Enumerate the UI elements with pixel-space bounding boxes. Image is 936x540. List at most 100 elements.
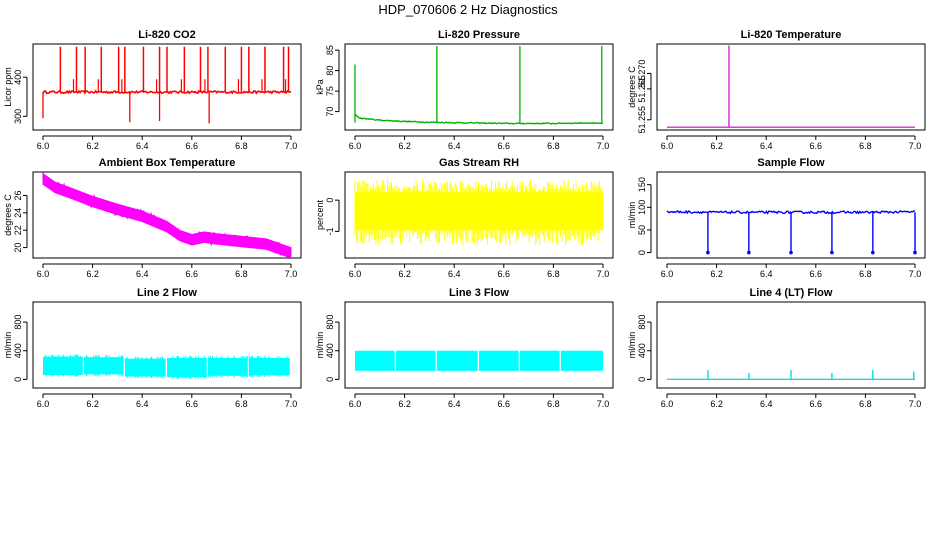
x-tick-label-6-0: 6.0 <box>349 141 362 151</box>
y-axis-label: ml/min <box>627 332 637 359</box>
pressure-series <box>354 113 604 125</box>
x-tick-label-6-6: 6.6 <box>810 269 823 279</box>
y-tick-label-400: 400 <box>13 343 23 358</box>
y-tick-label-70: 70 <box>325 107 335 117</box>
x-tick-label-6-2: 6.2 <box>86 399 99 409</box>
flow-segment-3 <box>479 350 519 371</box>
plot-frame <box>344 301 614 389</box>
y-tick-label-800: 800 <box>325 315 335 330</box>
panel-title: Line 3 Flow <box>449 287 509 299</box>
y-tick-label-100: 100 <box>637 200 647 215</box>
data-marks <box>666 209 917 255</box>
x-tick-label-6-6: 6.6 <box>186 269 199 279</box>
x-tick-label-6-4: 6.4 <box>448 141 461 151</box>
panel-1: Li-820 Pressure 6.0 6.2 6.4 6.6 6.8 7.0 70 75 80 8… <box>315 29 614 151</box>
x-tick-label-6-8: 6.8 <box>235 399 248 409</box>
data-marks <box>42 46 292 124</box>
y-tick-label-22: 22 <box>13 225 23 235</box>
box-temperature-series <box>42 172 292 258</box>
panel-5: Sample Flow 6.0 6.2 6.4 6.6 6.8 7.0 0 50 100 150ml… <box>627 157 926 279</box>
x-tick-label-6-6: 6.6 <box>186 141 199 151</box>
panel-title: Line 4 (LT) Flow <box>750 287 833 299</box>
panel-title: Li-820 Temperature <box>741 29 842 41</box>
x-tick-label-6-2: 6.2 <box>86 269 99 279</box>
y-tick-label-20: 20 <box>13 243 23 253</box>
sample-flow-dip-point-0 <box>706 250 710 255</box>
y-tick-label-150: 150 <box>637 177 647 192</box>
x-tick-label-7-0: 7.0 <box>597 399 610 409</box>
x-tick-label-7-0: 7.0 <box>909 399 922 409</box>
panel-8: Line 4 (LT) Flow 6.0 6.2 6.4 6.6 6.8 7.0 0 400 80… <box>627 287 926 409</box>
figure-title: HDP_070606 2 Hz Diagnostics <box>378 2 558 17</box>
panel-title: Line 2 Flow <box>137 287 197 299</box>
x-tick-label-7-0: 7.0 <box>285 141 298 151</box>
y-axis-label: kPa <box>315 79 325 95</box>
x-tick-label-6-0: 6.0 <box>37 399 50 409</box>
x-tick-label-6-6: 6.6 <box>498 399 511 409</box>
y-tick-label-0: 0 <box>637 250 647 255</box>
x-tick-label-6-0: 6.0 <box>349 269 362 279</box>
plot-frame <box>32 301 302 389</box>
x-tick-label-6-4: 6.4 <box>136 399 149 409</box>
x-tick-label-6-0: 6.0 <box>37 141 50 151</box>
x-tick-label-7-0: 7.0 <box>285 399 298 409</box>
x-tick-label-6-6: 6.6 <box>810 141 823 151</box>
x-tick-label-6-4: 6.4 <box>136 269 149 279</box>
y-tick-label-400: 400 <box>325 343 335 358</box>
plot-frame <box>656 43 926 131</box>
data-marks <box>667 370 915 380</box>
plot-frame <box>32 171 302 259</box>
x-tick-label-6-2: 6.2 <box>398 141 411 151</box>
sample-flow-dip-point-1 <box>747 250 751 255</box>
data-marks <box>667 45 915 128</box>
x-tick-label-6-0: 6.0 <box>661 399 674 409</box>
panel-title: Gas Stream RH <box>439 157 519 169</box>
panel-title: Sample Flow <box>757 157 825 169</box>
sample-flow-dip-point-3 <box>830 250 834 255</box>
y-tick-label-51-270: 51.270 <box>637 60 647 88</box>
x-tick-label-6-6: 6.6 <box>498 269 511 279</box>
y-tick-label-0: 0 <box>325 377 335 382</box>
data-marks <box>354 180 603 246</box>
data-marks <box>42 172 292 258</box>
y-tick-label-800: 800 <box>637 315 647 330</box>
plot-frame <box>32 43 302 131</box>
y-tick-label-800: 800 <box>13 315 23 330</box>
x-tick-label-7-0: 7.0 <box>597 141 610 151</box>
panel-7: Line 3 Flow 6.0 6.2 6.4 6.6 6.8 7.0 0 400 800ml/m… <box>315 287 614 409</box>
x-tick-label-6-6: 6.6 <box>810 399 823 409</box>
panel-title: Ambient Box Temperature <box>99 157 236 169</box>
flow-segment-0 <box>355 350 395 371</box>
y-tick-label-50: 50 <box>637 225 647 235</box>
x-tick-label-6-8: 6.8 <box>235 141 248 151</box>
y-tick-label-51-265: 51.265 <box>637 75 647 103</box>
x-tick-label-6-8: 6.8 <box>859 269 872 279</box>
y-tick-label-0: 0 <box>325 198 335 203</box>
flow-segment-5 <box>560 350 603 371</box>
x-tick-label-6-4: 6.4 <box>448 399 461 409</box>
panel-3: Ambient Box Temperature 6.0 6.2 6.4 6.6 6.8 7.… <box>3 157 302 279</box>
x-tick-label-7-0: 7.0 <box>909 141 922 151</box>
flow-segment-4 <box>519 350 560 371</box>
x-tick-label-6-8: 6.8 <box>859 399 872 409</box>
plot-frame <box>656 301 926 389</box>
x-tick-label-6-4: 6.4 <box>760 141 773 151</box>
x-tick-label-6-0: 6.0 <box>661 269 674 279</box>
y-axis-label: ml/min <box>627 202 637 229</box>
panel-6: Line 2 Flow 6.0 6.2 6.4 6.6 6.8 7.0 0 400 800ml/m… <box>3 287 302 409</box>
x-tick-label-6-8: 6.8 <box>547 141 560 151</box>
y-tick-label-300: 300 <box>13 109 23 124</box>
x-tick-label-6-2: 6.2 <box>86 141 99 151</box>
y-tick-label-400: 400 <box>637 343 647 358</box>
sample-flow-dip-point-5 <box>913 250 917 255</box>
y-tick-label-75: 75 <box>325 86 335 96</box>
plot-frame <box>344 171 614 259</box>
y-axis-label: degrees C <box>3 194 13 236</box>
y-axis-label: ml/min <box>3 332 13 359</box>
y-tick-label-24: 24 <box>13 208 23 218</box>
data-marks <box>355 350 603 371</box>
x-tick-label-6-8: 6.8 <box>859 141 872 151</box>
sample-flow-dip-point-2 <box>789 250 793 255</box>
panel-title: Li-820 CO2 <box>138 29 195 41</box>
